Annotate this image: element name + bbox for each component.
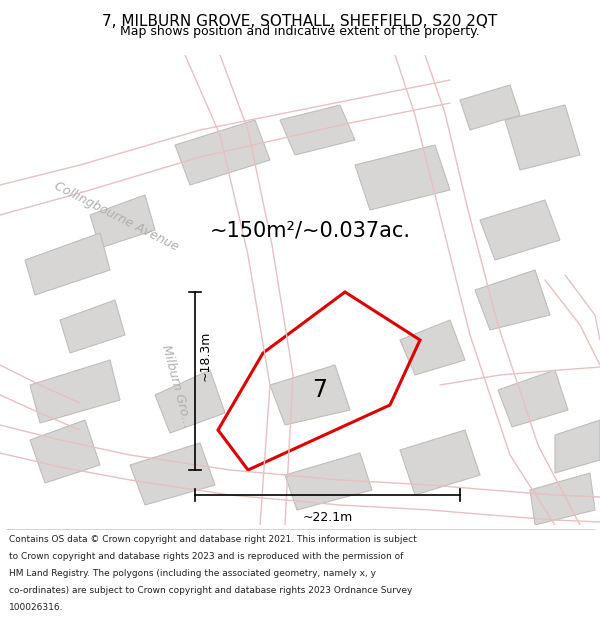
Text: ~150m²/~0.037ac.: ~150m²/~0.037ac. bbox=[209, 220, 410, 240]
Polygon shape bbox=[505, 105, 580, 170]
Polygon shape bbox=[60, 300, 125, 353]
Polygon shape bbox=[498, 370, 568, 427]
Polygon shape bbox=[175, 120, 270, 185]
Text: Contains OS data © Crown copyright and database right 2021. This information is : Contains OS data © Crown copyright and d… bbox=[9, 535, 417, 544]
Polygon shape bbox=[280, 105, 355, 155]
Polygon shape bbox=[270, 365, 350, 425]
Polygon shape bbox=[30, 420, 100, 483]
Polygon shape bbox=[480, 200, 560, 260]
Polygon shape bbox=[530, 473, 595, 525]
Text: 7, MILBURN GROVE, SOTHALL, SHEFFIELD, S20 2QT: 7, MILBURN GROVE, SOTHALL, SHEFFIELD, S2… bbox=[103, 14, 497, 29]
Polygon shape bbox=[130, 443, 215, 505]
Text: Map shows position and indicative extent of the property.: Map shows position and indicative extent… bbox=[120, 26, 480, 39]
Text: ~22.1m: ~22.1m bbox=[302, 511, 353, 524]
Polygon shape bbox=[285, 453, 372, 510]
Text: 7: 7 bbox=[313, 378, 328, 402]
Text: co-ordinates) are subject to Crown copyright and database rights 2023 Ordnance S: co-ordinates) are subject to Crown copyr… bbox=[9, 586, 412, 595]
Polygon shape bbox=[25, 233, 110, 295]
Polygon shape bbox=[355, 145, 450, 210]
Text: 100026316.: 100026316. bbox=[9, 603, 64, 612]
Text: Collingbourne Avenue: Collingbourne Avenue bbox=[52, 179, 181, 253]
Polygon shape bbox=[475, 270, 550, 330]
Polygon shape bbox=[30, 360, 120, 423]
Polygon shape bbox=[90, 195, 155, 248]
Polygon shape bbox=[555, 420, 600, 473]
Polygon shape bbox=[400, 430, 480, 495]
Polygon shape bbox=[460, 85, 520, 130]
Polygon shape bbox=[400, 320, 465, 375]
Text: HM Land Registry. The polygons (including the associated geometry, namely x, y: HM Land Registry. The polygons (includin… bbox=[9, 569, 376, 578]
Text: ~18.3m: ~18.3m bbox=[199, 331, 212, 381]
Polygon shape bbox=[155, 370, 225, 433]
Text: to Crown copyright and database rights 2023 and is reproduced with the permissio: to Crown copyright and database rights 2… bbox=[9, 552, 403, 561]
Text: Milburn Gro...: Milburn Gro... bbox=[159, 343, 193, 429]
